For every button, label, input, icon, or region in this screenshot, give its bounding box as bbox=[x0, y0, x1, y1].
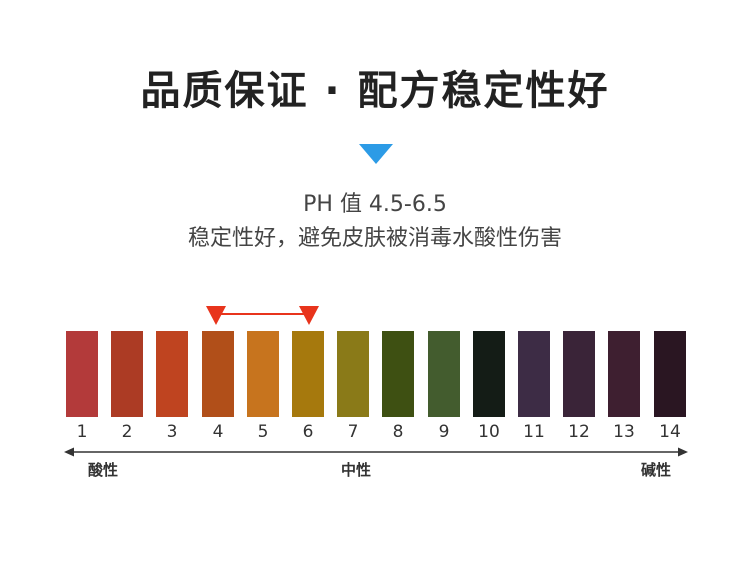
axis-left-arrow-icon bbox=[64, 447, 74, 457]
down-arrow-icon bbox=[359, 144, 393, 164]
ph-swatch-13 bbox=[608, 331, 640, 417]
ph-swatch-9 bbox=[428, 331, 460, 417]
ph-number-10: 10 bbox=[478, 422, 500, 442]
ph-swatch-2 bbox=[111, 331, 143, 417]
ph-swatch-8 bbox=[382, 331, 414, 417]
ph-number-14: 14 bbox=[659, 422, 681, 442]
ph-swatch-4 bbox=[202, 331, 234, 417]
ph-number-8: 8 bbox=[392, 422, 404, 442]
ph-swatch-12 bbox=[563, 331, 595, 417]
ph-swatch-5 bbox=[247, 331, 279, 417]
ph-number-2: 2 bbox=[121, 422, 133, 442]
ph-number-12: 12 bbox=[568, 422, 590, 442]
ph-swatch-6 bbox=[292, 331, 324, 417]
ph-swatch-1 bbox=[66, 331, 98, 417]
ph-number-7: 7 bbox=[347, 422, 359, 442]
neutral-label: 中性 bbox=[341, 461, 372, 479]
ph-value-text: PH 值 4.5-6.5 bbox=[303, 192, 447, 217]
ph-swatch-10 bbox=[473, 331, 505, 417]
ph-swatch-3 bbox=[156, 331, 188, 417]
ph-swatch-11 bbox=[518, 331, 550, 417]
ph-number-6: 6 bbox=[302, 422, 314, 442]
ph-number-3: 3 bbox=[166, 422, 178, 442]
ph-number-9: 9 bbox=[438, 422, 450, 442]
ph-number-13: 13 bbox=[613, 422, 635, 442]
ph-number-5: 5 bbox=[257, 422, 269, 442]
axis-right-arrow-icon bbox=[678, 447, 688, 457]
range-end-marker-icon bbox=[299, 306, 319, 325]
description-text: 稳定性好，避免皮肤被消毒水酸性伤害 bbox=[187, 226, 562, 251]
ph-range-indicator bbox=[206, 306, 319, 325]
ph-swatch-14 bbox=[654, 331, 686, 417]
ph-swatch-7 bbox=[337, 331, 369, 417]
ph-number-11: 11 bbox=[523, 422, 545, 442]
acidity-axis bbox=[64, 447, 688, 457]
page-title: 品质保证 · 配方稳定性好 bbox=[140, 68, 610, 114]
range-start-marker-icon bbox=[206, 306, 226, 325]
ph-number-4: 4 bbox=[212, 422, 224, 442]
acidic-label: 酸性 bbox=[88, 461, 119, 479]
ph-number-1: 1 bbox=[76, 422, 88, 442]
alkaline-label: 碱性 bbox=[641, 461, 672, 479]
